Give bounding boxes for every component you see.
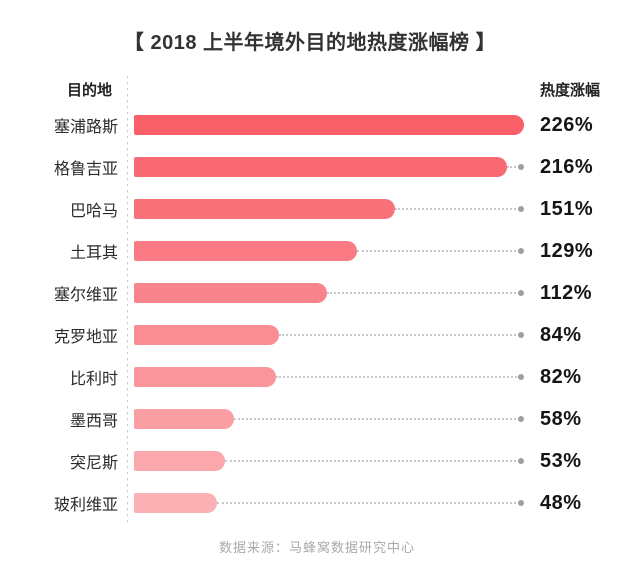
value-bar (134, 157, 507, 177)
value-bar (134, 199, 395, 219)
value-bar (134, 493, 217, 513)
growth-value: 82% (540, 365, 582, 388)
destination-label: 比利时 (69, 371, 118, 388)
leader-dot (518, 164, 524, 170)
bar-track (134, 325, 524, 345)
growth-value: 53% (540, 449, 582, 472)
destination-label: 巴哈马 (69, 203, 118, 220)
destination-label: 突尼斯 (69, 455, 118, 472)
column-header-growth: 热度涨幅 (540, 82, 601, 99)
leader-dot (518, 374, 524, 380)
chart-title: 【 2018 上半年境外目的地热度涨幅榜 】 (123, 32, 497, 54)
bar-row: 格鲁吉亚 216% (0, 146, 620, 188)
axis-dashed-line (127, 76, 128, 523)
bar-track (134, 115, 524, 135)
growth-value: 84% (540, 323, 582, 346)
destination-label: 塞尔维亚 (53, 287, 118, 304)
bar-row: 玻利维亚 48% (0, 482, 620, 524)
bar-track (134, 283, 524, 303)
bar-row: 塞尔维亚 112% (0, 272, 620, 314)
value-bar (134, 283, 328, 303)
value-bar (134, 409, 235, 429)
leader-dot (518, 500, 524, 506)
destination-label: 墨西哥 (69, 413, 118, 430)
leader-dot (518, 290, 524, 296)
value-bar (134, 451, 226, 471)
value-bar (134, 367, 276, 387)
bar-rows: 塞浦路斯 226% 格鲁吉亚 216% 巴哈马 151% 土耳其 129% 塞尔维亚 112% 克罗… (0, 104, 620, 524)
leader-dotted-line (356, 250, 520, 252)
leader-dotted-line (506, 166, 520, 168)
bar-row: 突尼斯 53% (0, 440, 620, 482)
destination-label: 土耳其 (69, 245, 118, 262)
bar-row: 巴哈马 151% (0, 188, 620, 230)
growth-value: 48% (540, 491, 582, 514)
bar-row: 比利时 82% (0, 356, 620, 398)
destination-label: 塞浦路斯 (53, 119, 118, 136)
value-bar (134, 325, 279, 345)
bar-track (134, 409, 524, 429)
growth-value: 226% (540, 113, 594, 136)
leader-dotted-line (225, 460, 520, 462)
leader-dot (518, 248, 524, 254)
leader-dotted-line (234, 418, 520, 420)
bar-track (134, 157, 524, 177)
destination-label: 克罗地亚 (53, 329, 118, 346)
value-bar (134, 241, 357, 261)
bar-row: 克罗地亚 84% (0, 314, 620, 356)
bar-track (134, 493, 524, 513)
value-bar (134, 115, 524, 135)
leader-dot (518, 416, 524, 422)
leader-dot (518, 206, 524, 212)
bar-track (134, 367, 524, 387)
column-header-destination: 目的地 (66, 82, 112, 99)
leader-dot (518, 458, 524, 464)
bar-row: 土耳其 129% (0, 230, 620, 272)
growth-value: 216% (540, 155, 594, 178)
bar-track (134, 451, 524, 471)
data-source-note: 数据来源：马蜂窝数据研究中心 (218, 540, 415, 555)
destination-label: 格鲁吉亚 (53, 161, 118, 178)
bar-row: 墨西哥 58% (0, 398, 620, 440)
bar-track (134, 199, 524, 219)
growth-value: 58% (540, 407, 582, 430)
leader-dotted-line (327, 292, 520, 294)
growth-value: 112% (540, 281, 593, 304)
leader-dotted-line (394, 208, 520, 210)
growth-value: 151% (540, 197, 594, 220)
bar-track (134, 241, 524, 261)
leader-dotted-line (278, 334, 520, 336)
destination-label: 玻利维亚 (53, 497, 118, 514)
leader-dotted-line (275, 376, 520, 378)
bar-row: 塞浦路斯 226% (0, 104, 620, 146)
leader-dotted-line (216, 502, 520, 504)
growth-value: 129% (540, 239, 594, 262)
leader-dot (518, 332, 524, 338)
